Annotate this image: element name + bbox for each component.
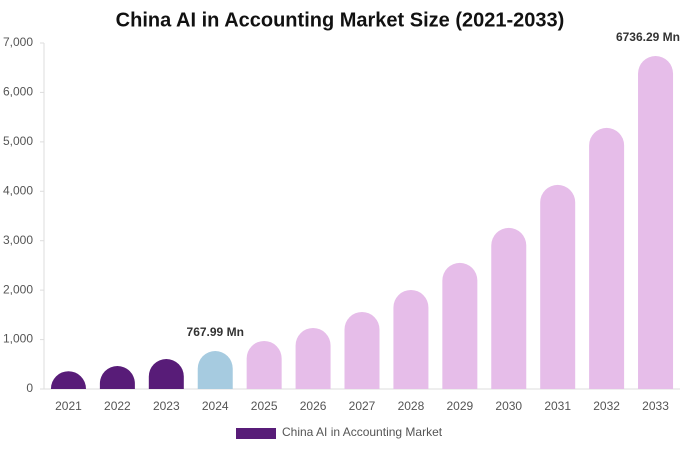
x-tick-label: 2029 [446,399,473,413]
y-tick-label: 0 [26,381,33,395]
y-tick-label: 4,000 [3,183,33,197]
bar [295,327,331,389]
x-tick-label: 2023 [153,399,180,413]
y-tick-label: 6,000 [3,85,33,99]
bar [442,262,478,389]
x-tick-label: 2024 [202,399,229,413]
x-tick-label: 2022 [104,399,131,413]
x-tick-label: 2031 [544,399,571,413]
bar [491,227,527,389]
bar [148,358,184,389]
x-tick-label: 2033 [642,399,669,413]
y-tick-label: 1,000 [3,332,33,346]
bar [344,311,380,389]
bar [638,56,674,390]
bar [540,184,576,389]
bar [99,366,135,389]
bar [246,340,282,389]
y-tick-label: 5,000 [3,134,33,148]
x-tick-label: 2027 [349,399,376,413]
value-label: 767.99 Mn [187,325,244,339]
x-tick-label: 2021 [55,399,82,413]
y-tick-label: 2,000 [3,282,33,296]
x-tick-label: 2028 [398,399,425,413]
x-tick-label: 2026 [300,399,327,413]
bar [197,351,233,389]
value-label: 6736.29 Mn [616,30,680,44]
x-tick-label: 2030 [495,399,522,413]
legend-swatch [236,428,276,439]
bar [393,289,429,389]
x-tick-label: 2025 [251,399,278,413]
x-tick-label: 2032 [593,399,620,413]
y-tick-label: 7,000 [3,35,33,49]
legend-label: China AI in Accounting Market [282,425,443,439]
y-tick-label: 3,000 [3,233,33,247]
chart-title: China AI in Accounting Market Size (2021… [116,9,565,31]
bar [589,127,625,390]
bar [50,371,86,389]
